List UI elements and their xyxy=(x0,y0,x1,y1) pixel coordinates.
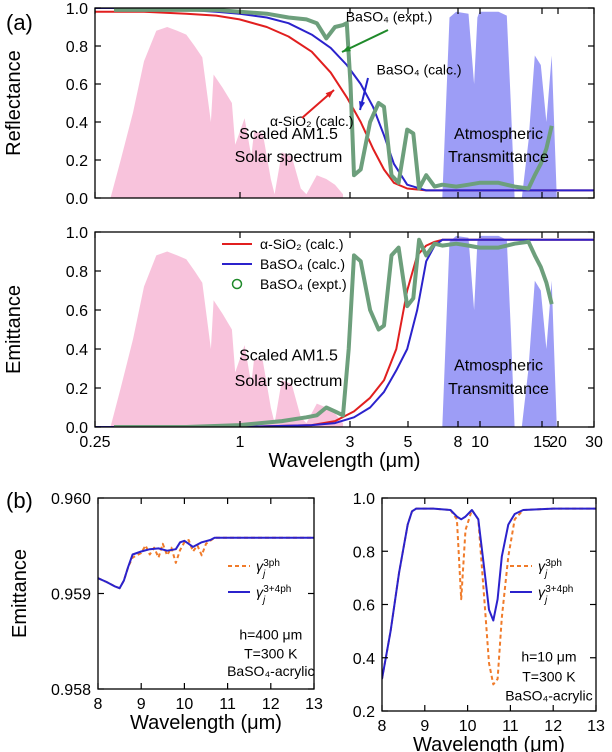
y-tick-label: 0.4 xyxy=(66,115,88,132)
annotation: Scaled AM1.5 xyxy=(239,348,338,365)
y-tick-label: 1.0 xyxy=(66,225,88,242)
annotation: Scaled AM1.5 xyxy=(239,126,338,143)
series-1-line xyxy=(98,536,314,590)
x-tick-label: 11 xyxy=(219,696,236,713)
plot-frame xyxy=(94,231,595,428)
x-tick-label: 12 xyxy=(262,696,280,713)
series-3-area xyxy=(110,27,344,198)
y-tick-label: 0.0 xyxy=(66,191,88,208)
annotation: Atmospheric xyxy=(454,357,543,374)
x-tick-label: 8 xyxy=(454,434,463,451)
annotation-arrow xyxy=(341,29,389,53)
x-tick-label: 9 xyxy=(420,718,429,735)
y-tick-label: 1.0 xyxy=(353,491,375,508)
legend-label: BaSO₄ (expt.) xyxy=(260,276,347,292)
annotation: h=10 μm xyxy=(521,649,576,665)
annotation: T=300 K xyxy=(522,669,576,685)
panel-label: (b) xyxy=(6,488,33,513)
series-4-area xyxy=(442,11,557,198)
y-tick-label: 0.8 xyxy=(66,39,88,56)
y-tick-label: 0.2 xyxy=(353,704,375,721)
annotation: BaSO₄ (calc.) xyxy=(377,62,462,78)
plot-area xyxy=(95,235,594,427)
panel-label: (a) xyxy=(6,10,33,35)
annotation: Transmittance xyxy=(448,381,549,398)
x-tick-label: 5 xyxy=(404,434,413,451)
x-tick-label: 3 xyxy=(346,434,355,451)
annotation: Solar spectrum xyxy=(235,149,343,166)
y-axis-title: Reflectance xyxy=(3,50,25,156)
series-2-line xyxy=(114,237,554,427)
x-tick-label: 8 xyxy=(378,718,387,735)
y-tick-label: 0.8 xyxy=(353,544,375,561)
plot-frame xyxy=(94,7,595,199)
panel-1: 0.0 0.2 0.4 0.6 0.8 1.0 Reflectance (a) Scaled A… xyxy=(3,1,595,208)
x-tick-label: 20 xyxy=(549,434,567,451)
x-tick-label: 10 xyxy=(459,718,477,735)
plot-area xyxy=(382,507,596,686)
x-tick-label: 15 xyxy=(533,434,551,451)
annotation: BaSO₄ (expt.) xyxy=(346,8,433,24)
x-tick-label: 10 xyxy=(471,434,489,451)
series-1-line xyxy=(95,238,594,427)
legend-label: α-SiO₂ (calc.) xyxy=(260,236,344,252)
x-tick-label: 11 xyxy=(502,718,519,735)
x-tick-label: 30 xyxy=(585,434,603,451)
annotation: α-SiO₂ (calc.) xyxy=(270,113,354,129)
plot-area xyxy=(98,536,314,590)
y-tick-label: 1.0 xyxy=(66,1,88,18)
x-tick-label: 13 xyxy=(587,718,605,735)
y-tick-label: 0.6 xyxy=(66,77,88,94)
y-tick-label: 0.4 xyxy=(353,651,375,668)
annotation: BaSO₄-acrylic xyxy=(505,687,592,703)
x-tick-label: 10 xyxy=(176,696,194,713)
arrowhead xyxy=(342,45,351,52)
x-axis-title: Wavelength (μm) xyxy=(269,450,421,472)
legend-marker xyxy=(231,278,243,290)
x-axis-title: Wavelength (μm) xyxy=(130,712,282,734)
legend-label: γj3+4ph xyxy=(538,584,573,606)
series-1-line xyxy=(382,507,596,680)
annotation: Solar spectrum xyxy=(235,373,343,390)
annotation: h=400 μm xyxy=(239,626,302,642)
legend-label: BaSO₄ (calc.) xyxy=(260,256,345,272)
series-2-line xyxy=(114,8,554,191)
arrowhead xyxy=(325,90,334,98)
y-tick-label: 0.2 xyxy=(66,381,88,398)
x-tick-label: 12 xyxy=(544,718,562,735)
annotation: Transmittance xyxy=(448,149,549,166)
y-tick-label: 0.958 xyxy=(51,682,91,699)
annotation: Atmospheric xyxy=(454,126,543,143)
legend-label: γj3ph xyxy=(538,558,562,580)
series-3-area xyxy=(110,251,344,427)
y-tick-label: 0.959 xyxy=(51,587,91,604)
x-tick-label: 13 xyxy=(305,696,323,713)
x-tick-label: 8 xyxy=(94,696,103,713)
panel-4: 0.2 0.4 0.6 0.8 1.0 8 9 10 11 12 13 Wavelength (μm)… xyxy=(353,491,605,752)
x-tick-label: 1 xyxy=(236,434,245,451)
x-tick-label: 9 xyxy=(137,696,146,713)
panel-3: 0.958 0.959 0.960 8 9 10 11 12 13 Wavelength (μm)… xyxy=(6,488,323,734)
series-4-area xyxy=(442,235,557,427)
y-axis-title: Emittance xyxy=(3,285,25,374)
y-tick-label: 0.960 xyxy=(51,491,91,508)
y-tick-label: 0.8 xyxy=(66,264,88,281)
y-tick-label: 0.6 xyxy=(353,598,375,615)
arrowhead xyxy=(359,101,366,110)
y-tick-label: 0.4 xyxy=(66,342,88,359)
annotation: T=300 K xyxy=(244,645,298,661)
y-tick-label: 0.2 xyxy=(66,153,88,170)
x-axis-title: Wavelength (μm) xyxy=(413,734,565,752)
legend-label: γj3ph xyxy=(256,558,280,580)
y-tick-label: 0.6 xyxy=(66,303,88,320)
plot-area xyxy=(95,8,594,198)
legend-label: γj3+4ph xyxy=(256,584,291,606)
x-tick-label: 0.25 xyxy=(79,434,110,451)
annotation: BaSO₄-acrylic xyxy=(227,663,314,679)
y-axis-title: Emittance xyxy=(9,549,31,638)
y-tick-label: 0.0 xyxy=(66,420,88,437)
